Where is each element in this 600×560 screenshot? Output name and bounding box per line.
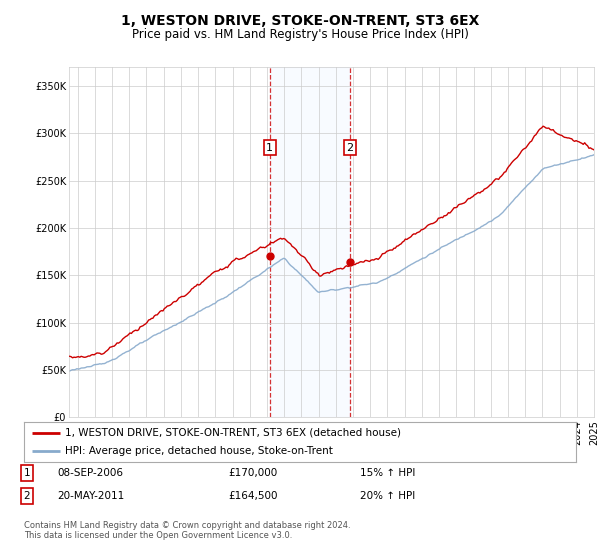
Text: 08-SEP-2006: 08-SEP-2006 (57, 468, 123, 478)
Text: £170,000: £170,000 (228, 468, 277, 478)
Text: 1: 1 (23, 468, 31, 478)
Text: Price paid vs. HM Land Registry's House Price Index (HPI): Price paid vs. HM Land Registry's House … (131, 28, 469, 41)
Text: 15% ↑ HPI: 15% ↑ HPI (360, 468, 415, 478)
Text: 2: 2 (347, 143, 354, 153)
Text: 1, WESTON DRIVE, STOKE-ON-TRENT, ST3 6EX: 1, WESTON DRIVE, STOKE-ON-TRENT, ST3 6EX (121, 14, 479, 28)
Text: 1: 1 (266, 143, 274, 153)
Bar (270, 67, 350, 417)
Text: 1, WESTON DRIVE, STOKE-ON-TRENT, ST3 6EX (detached house): 1, WESTON DRIVE, STOKE-ON-TRENT, ST3 6EX… (65, 428, 401, 437)
Text: 2: 2 (23, 491, 31, 501)
Text: £164,500: £164,500 (228, 491, 277, 501)
Text: HPI: Average price, detached house, Stoke-on-Trent: HPI: Average price, detached house, Stok… (65, 446, 333, 456)
Text: 20% ↑ HPI: 20% ↑ HPI (360, 491, 415, 501)
Text: 20-MAY-2011: 20-MAY-2011 (57, 491, 124, 501)
Text: Contains HM Land Registry data © Crown copyright and database right 2024.
This d: Contains HM Land Registry data © Crown c… (24, 521, 350, 540)
